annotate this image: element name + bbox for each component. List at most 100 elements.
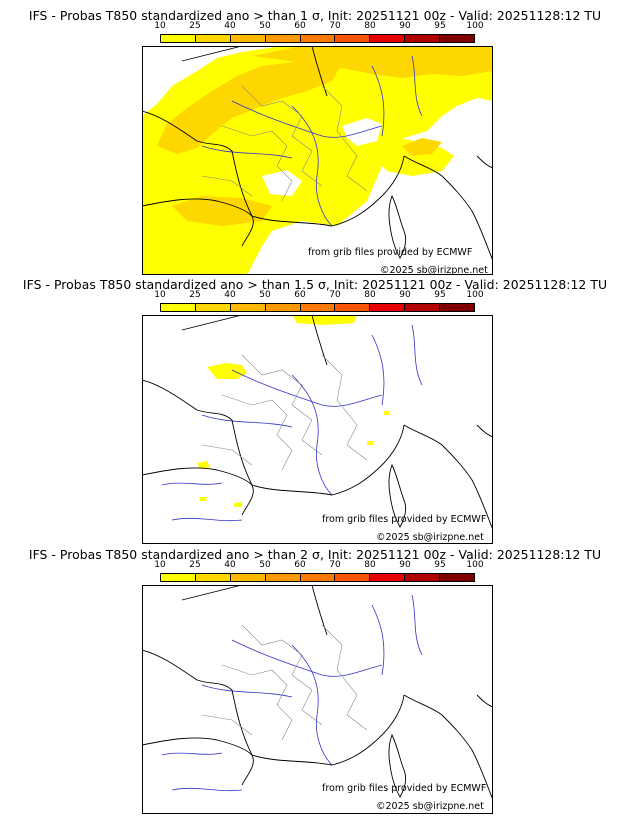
coastline (251, 155, 405, 227)
copyright-text: ©2025 sb@irizpne.net (376, 801, 484, 812)
river (201, 145, 293, 159)
tick-label: 80 (364, 560, 376, 570)
prob-area-10 (234, 502, 242, 507)
river (161, 752, 223, 756)
tick-label: 60 (294, 290, 306, 300)
coastline (403, 424, 493, 531)
colorbar-segment (335, 304, 371, 311)
coastline (142, 649, 254, 786)
map-panel-1: IFS - Probas T850 standardized ano > tha… (0, 8, 630, 278)
admin-boundary (321, 624, 368, 731)
colorbar (160, 573, 475, 582)
tick-label: 40 (224, 21, 236, 31)
colorbar-segment (335, 35, 371, 42)
credit-text: from grib files provided by ECMWF (308, 247, 473, 258)
coastline (181, 585, 243, 601)
coastline (142, 467, 253, 486)
colorbar-ticks: 10 25 40 50 60 70 80 90 95 100 (154, 21, 483, 33)
river (371, 65, 385, 137)
coastline (388, 463, 407, 528)
coastline (388, 733, 407, 798)
tick-label: 25 (189, 21, 201, 31)
colorbar-segment (230, 574, 266, 581)
admin-boundary (241, 354, 323, 456)
coastline (476, 694, 493, 708)
colorbar-segment (370, 304, 406, 311)
coastline (251, 424, 405, 496)
tick-label: 100 (466, 560, 484, 570)
probability-map (142, 46, 493, 275)
prob-area-10 (292, 315, 357, 325)
river (231, 369, 383, 407)
colorbar-segment (405, 574, 441, 581)
colorbar-ticks: 10 25 40 50 60 70 80 90 95 100 (154, 560, 483, 572)
coastline (181, 315, 243, 331)
panel-title: IFS - Probas T850 standardized ano > tha… (28, 8, 602, 23)
colorbar-segment (300, 304, 336, 311)
prob-area-25 (172, 196, 272, 226)
credit-text: from grib files provided by ECMWF (322, 514, 487, 525)
colorbar-segment (300, 35, 336, 42)
tick-label: 10 (154, 290, 166, 300)
colorbar-segment (370, 574, 406, 581)
colorbar-segment (405, 35, 441, 42)
colorbar (160, 303, 475, 312)
coastline (142, 110, 254, 247)
tick-label: 80 (364, 21, 376, 31)
coastline (476, 155, 493, 169)
admin-boundary (241, 624, 323, 726)
colorbar-segment (265, 304, 301, 311)
tick-label: 100 (466, 290, 484, 300)
river (161, 482, 223, 486)
river (411, 594, 423, 656)
coastline (142, 198, 253, 217)
admin-boundary (241, 85, 323, 187)
river (231, 100, 383, 138)
tick-label: 95 (434, 290, 446, 300)
prob-area-25 (157, 56, 342, 154)
coastline (142, 379, 254, 516)
colorbar-segment (440, 574, 475, 581)
tick-label: 25 (189, 560, 201, 570)
river (411, 55, 423, 117)
tick-label: 10 (154, 21, 166, 31)
prob-area-10 (367, 441, 374, 445)
map-graphic (142, 315, 493, 544)
prob-area-25 (402, 138, 442, 156)
admin-boundary (201, 714, 253, 736)
colorbar-segment (161, 574, 196, 581)
credit-text: from grib files provided by ECMWF (322, 783, 487, 794)
river (291, 644, 333, 766)
colorbar-segment (265, 35, 301, 42)
prob-area-10 (200, 497, 207, 501)
admin-boundary (221, 394, 293, 471)
colorbar-segment (230, 304, 266, 311)
colorbar-segment (335, 574, 371, 581)
coastline (388, 194, 407, 259)
tick-label: 25 (189, 290, 201, 300)
probability-map (142, 315, 493, 544)
river (171, 517, 243, 522)
admin-boundary (221, 125, 293, 202)
river (371, 604, 385, 676)
prob-area-10 (207, 363, 247, 379)
copyright-text: ©2025 sb@irizpne.net (376, 532, 484, 543)
tick-label: 70 (329, 290, 341, 300)
map-graphic (142, 46, 493, 275)
tick-label: 90 (399, 560, 411, 570)
river (231, 639, 383, 677)
prob-area-10 (197, 461, 210, 469)
river (171, 787, 243, 792)
admin-boundary (321, 354, 368, 461)
tick-label: 80 (364, 290, 376, 300)
river (201, 684, 293, 698)
river (411, 324, 423, 386)
river (291, 374, 333, 496)
colorbar-segment (440, 304, 475, 311)
tick-label: 95 (434, 21, 446, 31)
prob-area-10 (384, 411, 390, 415)
coastline (311, 315, 328, 366)
no-prob-area (262, 170, 302, 196)
coastline (142, 737, 253, 756)
tick-label: 90 (399, 290, 411, 300)
